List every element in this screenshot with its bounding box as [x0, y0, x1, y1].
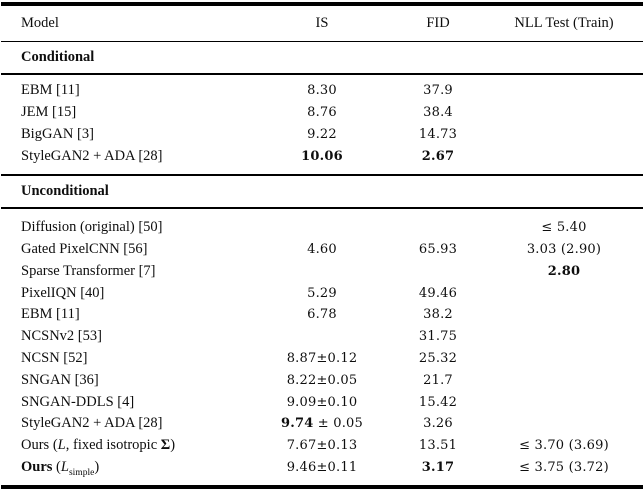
table-row: Sparse Transformer [7] 2.80: [0, 260, 644, 282]
conditional-top-rule: [1, 73, 643, 76]
header-bottom-rule: [1, 40, 643, 43]
cell-is: 10.06: [301, 148, 343, 164]
cell-model: Ours (L, fixed isotropic Σ): [21, 437, 176, 454]
cell-is: 6.78: [307, 307, 337, 323]
cell-model: SNGAN-DDLS [4]: [21, 393, 135, 410]
table-row: Ours (Lsimple) 9.46±0.11 3.17 ≤ 3.75 (3.72): [0, 457, 644, 479]
conditional-rows: EBM [11] 8.30 37.9 JEM [15] 8.76 38.4 BigGAN […: [0, 75, 644, 174]
table-row: Ours (L, fixed isotropic Σ) 7.67±0.13 13.5…: [0, 435, 644, 457]
cell-is: 4.60: [307, 242, 337, 258]
column-header-nll: NLL Test (Train): [514, 14, 614, 31]
cell-fid: 2.67: [421, 148, 455, 164]
cell-fid: 38.2: [423, 307, 453, 323]
cell-is: 8.76: [307, 105, 337, 121]
cell-fid: 3.26: [423, 416, 453, 432]
unconditional-rows: Diffusion (original) [50] ≤ 5.40 Gated Pix…: [0, 209, 644, 486]
table-row: JEM [15] 8.76 38.4: [0, 102, 644, 124]
column-header-is: IS: [315, 14, 329, 31]
cell-model: Diffusion (original) [50]: [21, 219, 163, 236]
table-row: Gated PixelCNN [56] 4.60 65.93 3.03 (2.90): [0, 239, 644, 261]
column-header-model: Model: [21, 14, 59, 31]
cell-model: EBM [11]: [21, 306, 80, 323]
cell-model: StyleGAN2 + ADA [28]: [21, 415, 163, 432]
table-row: StyleGAN2 + ADA [28] 10.06 2.67: [0, 145, 644, 167]
table-row: Diffusion (original) [50] ≤ 5.40: [0, 217, 644, 239]
cell-is: 7.67±0.13: [286, 438, 358, 454]
cell-model: EBM [11]: [21, 82, 80, 99]
cell-model: JEM [15]: [21, 104, 77, 121]
cell-model: Sparse Transformer [7]: [21, 262, 156, 279]
table-row: BigGAN [3] 9.22 14.73: [0, 124, 644, 146]
cell-is: 9.74 ± 0.05: [281, 416, 363, 432]
cell-model: Ours (Lsimple): [21, 459, 100, 478]
cell-model: PixelIQN [40]: [21, 284, 105, 301]
table-header-row: Model IS FID NLL Test (Train): [0, 6, 644, 41]
cell-fid: 49.46: [418, 285, 458, 301]
cell-fid: 3.17: [421, 460, 455, 476]
cell-fid: 13.51: [418, 438, 458, 454]
cell-fid: 15.42: [418, 394, 458, 410]
unconditional-top-rule: [1, 207, 643, 209]
cell-nll: ≤ 3.70 (3.69): [519, 438, 609, 454]
cell-model: SNGAN [36]: [21, 371, 99, 388]
table-top-rule: [1, 2, 643, 6]
section-label: Unconditional: [21, 183, 109, 200]
cell-is: 9.09±0.10: [286, 394, 358, 410]
section-label: Conditional: [21, 49, 95, 66]
cell-is: 8.30: [307, 83, 337, 99]
section-header-conditional: Conditional: [0, 42, 644, 73]
cell-is: 9.22: [307, 127, 337, 143]
cell-nll: 2.80: [547, 263, 581, 279]
cell-is: 5.29: [307, 285, 337, 301]
table-row: SNGAN [36] 8.22±0.05 21.7: [0, 369, 644, 391]
table-row: StyleGAN2 + ADA [28] 9.74 ± 0.05 3.26: [0, 413, 644, 435]
table-row: SNGAN-DDLS [4] 9.09±0.10 15.42: [0, 391, 644, 413]
cell-model: NCSNv2 [53]: [21, 328, 102, 345]
cell-fid: 37.9: [423, 83, 453, 99]
table-row: PixelIQN [40] 5.29 49.46: [0, 282, 644, 304]
cell-fid: 25.32: [418, 351, 458, 367]
table-bottom-rule: [1, 485, 643, 489]
cell-model: StyleGAN2 + ADA [28]: [21, 147, 163, 164]
unconditional-header-top-rule: [1, 174, 643, 177]
cell-model: BigGAN [3]: [21, 126, 94, 143]
cell-model: NCSN [52]: [21, 350, 88, 367]
table-row: EBM [11] 6.78 38.2: [0, 304, 644, 326]
table-row: EBM [11] 8.30 37.9: [0, 80, 644, 102]
cell-nll: ≤ 3.75 (3.72): [519, 460, 609, 476]
cell-is: 8.87±0.12: [286, 351, 358, 367]
cell-nll: ≤ 5.40: [541, 220, 587, 236]
cell-fid: 21.7: [423, 372, 453, 388]
cell-fid: 14.73: [418, 127, 458, 143]
section-header-unconditional: Unconditional: [0, 176, 644, 207]
column-header-fid: FID: [426, 14, 450, 31]
cell-is: 9.46±0.11: [286, 460, 358, 476]
cell-fid: 31.75: [418, 329, 458, 345]
cell-is: 8.22±0.05: [286, 372, 358, 388]
cell-fid: 65.93: [418, 242, 458, 258]
table-row: NCSNv2 [53] 31.75: [0, 326, 644, 348]
cell-model: Gated PixelCNN [56]: [21, 241, 148, 258]
table-row: NCSN [52] 8.87±0.12 25.32: [0, 348, 644, 370]
cell-fid: 38.4: [423, 105, 453, 121]
cell-nll: 3.03 (2.90): [526, 242, 602, 258]
